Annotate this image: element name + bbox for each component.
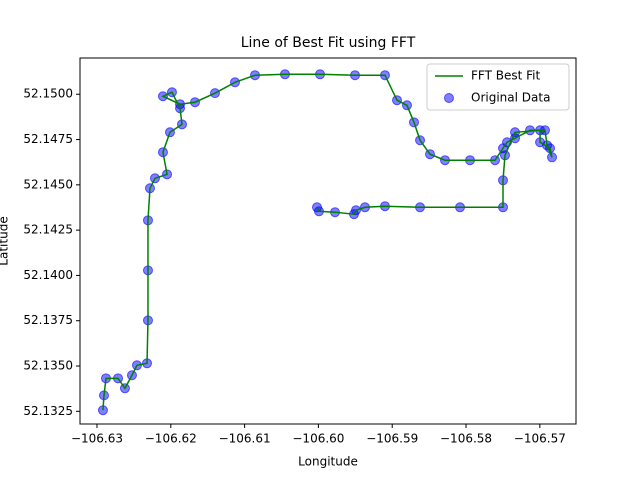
y-tick-label: 52.1325	[23, 404, 73, 418]
legend-label: FFT Best Fit	[471, 69, 540, 83]
x-tick-label: −106.63	[71, 432, 123, 446]
fit-line	[102, 73, 553, 411]
x-tick-label: −106.58	[440, 432, 492, 446]
y-tick-label: 52.1500	[23, 87, 73, 101]
chart-title: Line of Best Fit using FFT	[241, 35, 416, 51]
x-tick-label: −106.62	[145, 432, 197, 446]
y-tick-label: 52.1375	[23, 313, 73, 327]
x-tick-label: −106.61	[219, 432, 271, 446]
y-tick-label: 52.1475	[23, 132, 73, 146]
x-tick-label: −106.59	[366, 432, 418, 446]
legend-label: Original Data	[471, 91, 550, 105]
x-tick-label: −106.57	[514, 432, 566, 446]
plot-frame	[79, 57, 577, 425]
y-tick-label: 52.1425	[23, 223, 73, 237]
x-tick-label: −106.60	[292, 432, 344, 446]
y-tick-label: 52.1450	[23, 177, 73, 191]
y-tick-label: 52.1350	[23, 359, 73, 373]
y-tick-label: 52.1400	[23, 268, 73, 282]
y-axis-label: Latitude	[0, 216, 11, 265]
x-axis-label: Longitude	[298, 455, 358, 469]
legend-marker	[444, 93, 454, 103]
